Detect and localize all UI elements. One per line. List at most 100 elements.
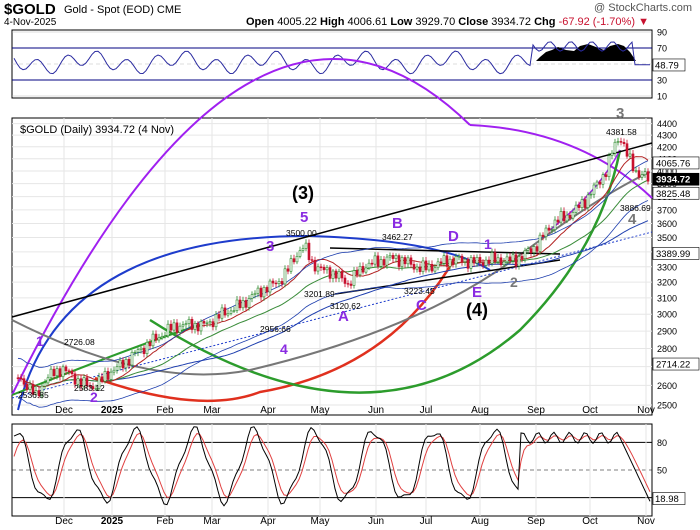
candle-body <box>430 264 434 272</box>
candle-body <box>589 193 593 196</box>
candle-body <box>22 378 26 385</box>
wave-label: B <box>392 215 403 232</box>
candle-body <box>94 388 98 390</box>
candle-body <box>181 324 185 327</box>
candle-body <box>61 366 65 378</box>
wave-label: 5 <box>300 209 308 226</box>
candle-body <box>307 242 311 260</box>
candle-body <box>526 248 530 251</box>
candle-body <box>358 266 362 276</box>
x-tick-label: Jul <box>420 516 433 527</box>
candle-body <box>613 141 617 154</box>
wave-label: 2 <box>90 389 98 405</box>
candle-body <box>574 204 578 213</box>
wave-label: 4 <box>280 341 288 357</box>
candle-body <box>100 376 104 382</box>
candle-body <box>334 270 338 279</box>
x-tick-label: Jun <box>368 516 384 527</box>
candle-body <box>301 248 305 251</box>
candle-body <box>193 322 197 330</box>
candle-body <box>16 377 20 379</box>
candle-body <box>514 254 518 267</box>
candle-body <box>457 255 461 258</box>
candle-body <box>328 267 332 279</box>
candle-body <box>160 336 164 339</box>
x-tick-label: Sep <box>527 516 545 527</box>
price-label: 2536.85 <box>18 390 49 400</box>
bollinger-lower-line <box>17 200 649 408</box>
chg-label: Chg <box>534 16 556 28</box>
price-label: 3201.89 <box>304 289 335 299</box>
candle-body <box>73 373 77 385</box>
candle-body <box>511 254 515 261</box>
candle-body <box>622 142 626 144</box>
candle-body <box>217 314 221 319</box>
candle-body <box>244 300 248 308</box>
candle-body <box>634 170 638 172</box>
candle-body <box>241 300 245 309</box>
candle-body <box>211 321 215 328</box>
candle-body <box>496 257 500 263</box>
candle-body <box>343 277 347 284</box>
candle-body <box>316 266 320 272</box>
candle-body <box>226 313 230 316</box>
y-tick-label: 2600 <box>657 381 677 391</box>
candle-body <box>43 382 47 387</box>
triangle-lower <box>334 259 561 295</box>
candle-body <box>577 204 581 208</box>
candle-body <box>199 321 203 332</box>
candle-body <box>304 242 308 249</box>
candle-body <box>439 261 443 264</box>
candle-body <box>292 258 296 263</box>
right-axis-label-box <box>652 172 700 186</box>
candle-body <box>133 351 137 354</box>
candle-body <box>397 255 401 267</box>
stoch-level-label: 80 <box>657 438 667 448</box>
candle-body <box>598 181 602 185</box>
candle-body <box>391 255 395 259</box>
candle-body <box>394 255 398 259</box>
wave-label: A <box>338 308 349 325</box>
y-tick-label: 3100 <box>657 293 677 303</box>
cycle-arc-purple-right <box>469 124 653 199</box>
candle-body <box>232 310 236 312</box>
wave-label: 1 <box>36 333 44 349</box>
candle-body <box>325 267 329 271</box>
candle-body <box>154 333 158 341</box>
candle-body <box>97 376 101 389</box>
candle-body <box>469 257 473 269</box>
stoch-value-box <box>652 492 686 505</box>
price-label: 3500.00 <box>286 228 317 238</box>
ma-long-line <box>17 220 649 388</box>
candle-body <box>139 347 143 350</box>
candle-body <box>559 211 563 223</box>
candle-body <box>229 310 233 314</box>
candle-body <box>238 299 242 309</box>
wave-label: 2 <box>510 274 518 290</box>
candle-body <box>421 260 425 272</box>
candle-body <box>616 141 620 143</box>
ohlc-readout: Open 4005.22 High 4006.61 Low 3929.70 Cl… <box>246 16 649 28</box>
candle-body <box>541 234 545 237</box>
symbol-title: $GOLD <box>4 1 56 18</box>
candle-body <box>400 257 404 267</box>
candle-body <box>601 174 605 185</box>
candle-body <box>412 264 416 270</box>
candle-body <box>352 270 356 286</box>
candle-body <box>256 287 260 294</box>
candle-body <box>472 257 476 264</box>
wave-label: 3 <box>616 105 624 122</box>
candle-body <box>442 255 446 264</box>
price-label: 2726.08 <box>64 337 95 347</box>
candle-body <box>49 368 53 379</box>
candle-body <box>103 371 107 382</box>
watermark[interactable]: @ StockCharts.com <box>594 2 692 14</box>
candle-body <box>406 257 410 265</box>
x-tick-label: Feb <box>156 516 174 527</box>
price-label: 3462.27 <box>382 232 413 242</box>
candle-body <box>142 347 146 354</box>
y-tick-label: 3500 <box>657 233 677 243</box>
candle-body <box>340 271 344 279</box>
x-tick-label: Sep <box>527 405 545 416</box>
